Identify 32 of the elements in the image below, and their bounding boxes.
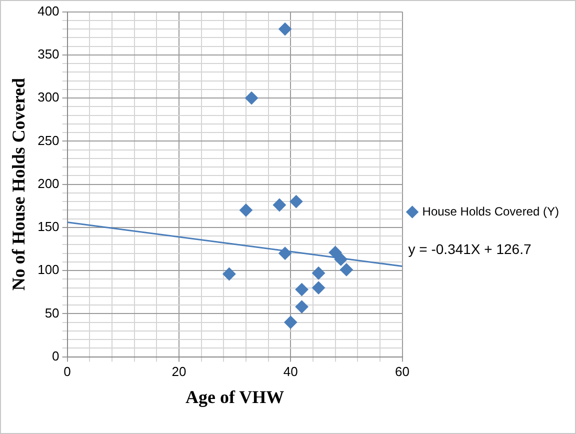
x-axis-title: Age of VHW bbox=[185, 386, 284, 407]
y-tick-label: 350 bbox=[38, 46, 60, 62]
x-tick-label: 20 bbox=[172, 364, 186, 380]
x-tick-label: 60 bbox=[395, 364, 410, 380]
x-tick-label: 40 bbox=[283, 364, 298, 380]
y-tick-label: 0 bbox=[52, 348, 60, 364]
point bbox=[340, 263, 353, 276]
point bbox=[312, 281, 326, 294]
point bbox=[245, 92, 258, 105]
y-tick-label: 200 bbox=[38, 176, 60, 191]
point bbox=[222, 268, 236, 280]
y-tick-label: 400 bbox=[38, 3, 60, 18]
point bbox=[334, 252, 348, 266]
point bbox=[278, 246, 292, 260]
y-tick-label: 50 bbox=[44, 305, 60, 320]
x-tick-label: 0 bbox=[64, 364, 71, 380]
text: y = -0.341X + 126.7 bbox=[408, 240, 532, 257]
point bbox=[284, 316, 298, 329]
y-tick-label: 300 bbox=[38, 90, 60, 105]
point bbox=[295, 283, 308, 296]
point bbox=[295, 300, 308, 314]
legend-label: House Holds Covered (Y) bbox=[422, 204, 560, 218]
point bbox=[278, 22, 292, 36]
point bbox=[272, 198, 286, 212]
point bbox=[239, 204, 252, 217]
point bbox=[328, 246, 342, 259]
y-tick-label: 100 bbox=[38, 262, 60, 278]
y-tick-label: 150 bbox=[38, 219, 60, 234]
y-axis-title: No of House Holds Covered bbox=[8, 78, 28, 291]
y-tick-label: 250 bbox=[38, 132, 60, 148]
point bbox=[290, 195, 303, 208]
point bbox=[312, 266, 326, 280]
